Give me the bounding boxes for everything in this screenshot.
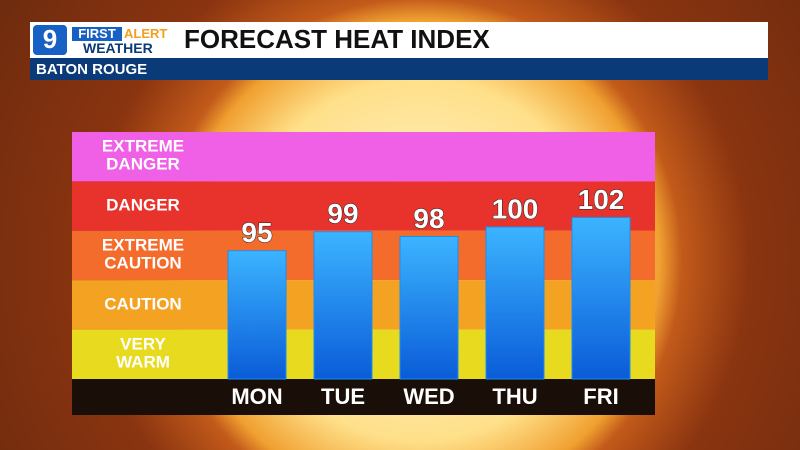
band-label: VERY WARM — [116, 335, 170, 372]
header-bar — [30, 22, 768, 58]
value-label: 100 — [492, 193, 539, 224]
x-tick-label: MON — [231, 384, 282, 409]
x-tick-label: WED — [403, 384, 454, 409]
bar — [399, 236, 459, 380]
band-label-line: EXTREME — [102, 236, 184, 255]
band-label: CAUTION — [104, 294, 181, 313]
logo-channel: 9 — [43, 24, 57, 54]
x-tick-label: TUE — [321, 384, 365, 409]
brand-first: FIRST — [78, 26, 116, 41]
band-label: DANGER — [106, 196, 180, 215]
band-label-line: CAUTION — [104, 254, 181, 273]
x-tick-label: FRI — [583, 384, 618, 409]
bar — [227, 250, 287, 380]
x-tick-label: THU — [492, 384, 537, 409]
location: BATON ROUGE — [36, 61, 147, 78]
band-label: EXTREME CAUTION — [102, 236, 184, 273]
value-label: 102 — [578, 184, 625, 215]
brand-alert: ALERT — [124, 26, 167, 41]
value-label: 99 — [327, 198, 358, 229]
band-label-line: DANGER — [106, 155, 180, 174]
band-label-line: EXTREME — [102, 137, 184, 156]
brand-sub: WEATHER — [83, 40, 153, 56]
location-bar — [30, 58, 768, 80]
value-label: 95 — [241, 217, 272, 248]
bar — [571, 217, 631, 380]
category-strip — [72, 379, 655, 415]
band — [72, 132, 655, 182]
bar — [313, 231, 373, 380]
bar — [485, 226, 545, 380]
band-label: EXTREME DANGER — [102, 137, 184, 174]
brand-box — [72, 27, 122, 41]
chart-title: FORECAST HEAT INDEX — [184, 24, 490, 54]
logo-box — [33, 25, 67, 55]
band-label-line: VERY — [120, 335, 166, 354]
band — [72, 181, 655, 231]
band-label-line: WARM — [116, 353, 170, 372]
value-label: 98 — [413, 203, 444, 234]
